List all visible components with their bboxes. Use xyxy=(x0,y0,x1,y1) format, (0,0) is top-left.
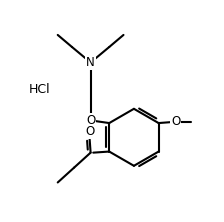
Text: HCl: HCl xyxy=(29,83,50,96)
Text: O: O xyxy=(85,125,94,138)
Text: O: O xyxy=(86,114,95,127)
Text: N: N xyxy=(86,56,95,69)
Text: O: O xyxy=(171,115,180,129)
